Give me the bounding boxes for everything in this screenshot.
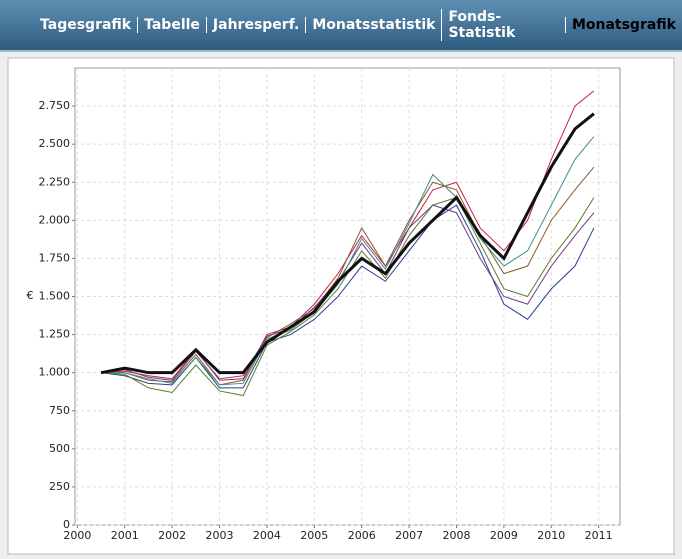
- x-tick-label: 2005: [300, 529, 328, 542]
- x-tick-label: 2006: [348, 529, 376, 542]
- x-tick-label: 2008: [443, 529, 471, 542]
- nav-tab[interactable]: Tabelle: [137, 17, 206, 33]
- nav-tab[interactable]: Monatsgrafik: [564, 17, 682, 33]
- y-tick-label: 500: [49, 442, 70, 455]
- x-tick-label: 2002: [158, 529, 186, 542]
- y-tick-label: 1.750: [39, 251, 71, 264]
- y-tick-label: 2.250: [39, 175, 71, 188]
- x-tick-label: 2011: [585, 529, 613, 542]
- series-line: [101, 166, 595, 386]
- y-tick-label: 250: [49, 480, 70, 493]
- x-tick-label: 2004: [253, 529, 281, 542]
- nav-tab[interactable]: Monatsstatistik: [305, 17, 441, 33]
- series-line: [101, 136, 595, 386]
- nav-bar: Tagesgrafik Tabelle Jahresperf. Monatsstati…: [0, 0, 682, 52]
- x-tick-label: 2009: [490, 529, 518, 542]
- y-tick-label: 2.500: [39, 137, 71, 150]
- y-tick-label: 1.500: [39, 290, 71, 303]
- x-tick-label: 2010: [537, 529, 565, 542]
- y-tick-label: 1.000: [39, 366, 71, 379]
- y-tick-label: 2.000: [39, 213, 71, 226]
- x-tick-label: 2001: [111, 529, 139, 542]
- series-line: [101, 204, 595, 389]
- nav-tab[interactable]: Jahresperf.: [205, 17, 305, 33]
- nav-tab[interactable]: Tagesgrafik: [40, 17, 132, 33]
- y-tick-label: 2.750: [39, 99, 71, 112]
- x-tick-label: 2000: [63, 529, 91, 542]
- series-line: [100, 112, 595, 375]
- y-tick-label: 750: [49, 404, 70, 417]
- y-tick-label: 1.250: [39, 328, 71, 341]
- y-tick-label: 0: [63, 518, 70, 531]
- nav-tab[interactable]: Fonds-Statistik: [441, 9, 565, 41]
- y-axis-label: €: [27, 289, 34, 302]
- x-tick-label: 2007: [395, 529, 423, 542]
- x-tick-label: 2003: [206, 529, 234, 542]
